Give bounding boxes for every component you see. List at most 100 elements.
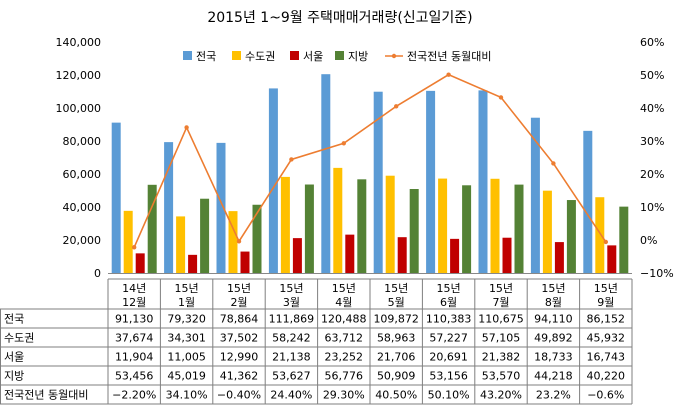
- table-value: 109,872: [373, 313, 419, 326]
- category-label-line1: 15년: [437, 282, 461, 295]
- table-value: 21,138: [272, 351, 311, 364]
- table-value: 45,932: [587, 332, 626, 345]
- table-value: 49,892: [534, 332, 573, 345]
- category-label-line2: 4월: [335, 296, 352, 309]
- y-right-tick-label: 40%: [640, 102, 664, 115]
- table-value: 24.40%: [270, 389, 312, 402]
- table-value: 12,990: [220, 351, 259, 364]
- bar-서울: [135, 253, 145, 273]
- category-label-line2: 2월: [230, 296, 247, 309]
- bar-서울: [240, 251, 250, 273]
- bar-수도권: [438, 178, 448, 273]
- table-value: 53,627: [272, 370, 311, 383]
- legend-line-marker: [391, 53, 397, 59]
- line-point: [289, 157, 294, 162]
- bar-지방: [619, 206, 629, 273]
- legend-swatch: [232, 51, 241, 60]
- table-value: 23.2%: [536, 389, 571, 402]
- table-value: 40,220: [587, 370, 626, 383]
- category-label-line2: 12월: [122, 296, 146, 309]
- bar-지방: [514, 184, 524, 273]
- table-value: 16,743: [587, 351, 626, 364]
- y-left-tick-label: 0: [94, 267, 101, 280]
- y-right-tick-label: 30%: [640, 135, 664, 148]
- category-label-line1: 15년: [594, 282, 618, 295]
- table-value: 11,904: [115, 351, 154, 364]
- bar-전국: [426, 90, 436, 274]
- line-series-yoy: [133, 73, 607, 248]
- table-value: 79,320: [167, 313, 206, 326]
- bar-지방: [462, 185, 472, 273]
- category-label-line1: 15년: [227, 282, 251, 295]
- bar-수도권: [595, 197, 605, 273]
- line-point: [341, 141, 346, 146]
- y-right-tick-label: 0%: [640, 234, 657, 247]
- line-point: [551, 161, 556, 166]
- table-value: 53,456: [115, 370, 154, 383]
- bar-수도권: [490, 178, 500, 273]
- category-label-line1: 15년: [384, 282, 408, 295]
- bar-전국: [478, 90, 488, 273]
- table-value: 63,712: [325, 332, 364, 345]
- table-value: 91,130: [115, 313, 154, 326]
- table-value: 29.30%: [323, 389, 365, 402]
- bar-지방: [252, 204, 262, 273]
- table-value: 43.20%: [480, 389, 522, 402]
- y-left-tick-label: 40,000: [63, 201, 102, 214]
- category-label-line1: 15년: [279, 282, 303, 295]
- y-right-tick-label: −10%: [640, 267, 674, 280]
- y-left-tick-label: 20,000: [63, 234, 102, 247]
- y-right-tick-label: 20%: [640, 168, 664, 181]
- table-value: 37,674: [115, 332, 154, 345]
- table-value: −0.6%: [587, 389, 624, 402]
- table-value: 34.10%: [166, 389, 208, 402]
- category-label-line1: 15년: [541, 282, 565, 295]
- legend-swatch: [335, 51, 344, 60]
- table-value: 40.50%: [375, 389, 417, 402]
- legend-label: 수도권: [245, 50, 275, 63]
- table-value: 44,218: [534, 370, 573, 383]
- bar-서울: [607, 245, 617, 273]
- y-right-tick-label: 10%: [640, 201, 664, 214]
- bar-전국: [268, 88, 278, 273]
- bar-수도권: [542, 190, 552, 273]
- table-value: 45,019: [167, 370, 206, 383]
- line-point: [446, 72, 451, 77]
- table-series-name: 수도권: [4, 332, 34, 345]
- bar-지방: [357, 179, 367, 273]
- category-label-line1: 15년: [175, 282, 199, 295]
- table-value: 120,488: [321, 313, 367, 326]
- legend-swatch: [183, 51, 192, 60]
- bar-수도권: [280, 176, 290, 273]
- bar-지방: [147, 184, 157, 273]
- category-label-line1: 15년: [489, 282, 513, 295]
- category-label-line2: 3월: [283, 296, 300, 309]
- y-left-tick-label: 60,000: [63, 168, 102, 181]
- line-point: [236, 239, 242, 244]
- table-value: 78,864: [220, 313, 259, 326]
- y-right-tick-label: 60%: [640, 36, 664, 49]
- table-series-name: 지방: [4, 370, 24, 383]
- legend-label: 전국전년 동월대비: [407, 50, 491, 63]
- table-value: 111,869: [269, 313, 315, 326]
- table-value: −0.40%: [217, 389, 261, 402]
- table-value: 110,675: [478, 313, 524, 326]
- table-value: 34,301: [167, 332, 206, 345]
- chart-title: 2015년 1~9월 주택매매거래량(신고일기준): [207, 10, 472, 26]
- table-value: 21,382: [482, 351, 521, 364]
- bar-전국: [321, 74, 331, 274]
- bar-서울: [397, 237, 407, 273]
- bar-전국: [583, 130, 593, 273]
- bar-지방: [200, 198, 210, 273]
- line-point: [394, 104, 399, 109]
- category-label-line2: 9월: [597, 296, 614, 309]
- bar-수도권: [176, 216, 186, 273]
- category-label-line2: 8월: [545, 296, 562, 309]
- table-value: 20,691: [429, 351, 468, 364]
- table-value: 57,105: [482, 332, 521, 345]
- bar-서울: [188, 254, 198, 273]
- table-value: 53,570: [482, 370, 521, 383]
- table-value: 23,252: [325, 351, 364, 364]
- category-label-line2: 1월: [178, 296, 195, 309]
- table-value: 58,242: [272, 332, 311, 345]
